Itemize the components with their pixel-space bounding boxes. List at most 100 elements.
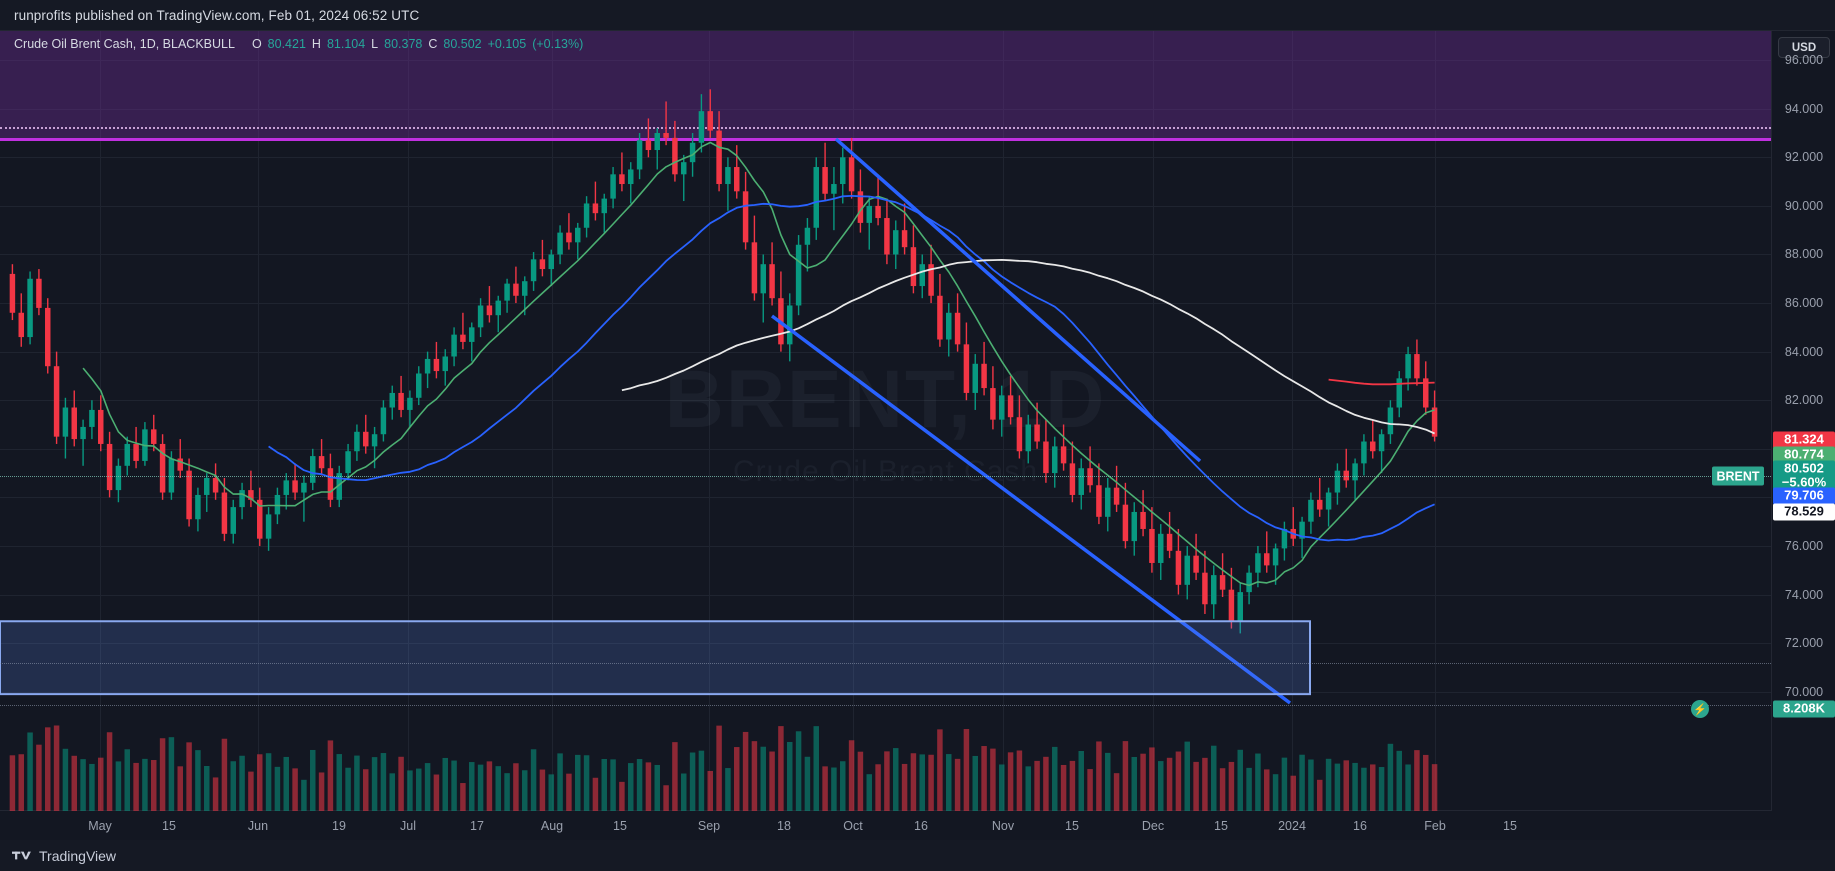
currency-unit-button[interactable]: USD [1778, 37, 1830, 58]
candle-body [1105, 487, 1111, 517]
candle-body [619, 174, 625, 185]
candle-body [636, 140, 643, 170]
volume-bar [504, 773, 510, 811]
accumulation-box[interactable] [0, 620, 1311, 696]
candle-body [1202, 572, 1208, 605]
candle-body [1158, 533, 1164, 563]
price-axis-tick: 90.000 [1784, 198, 1824, 213]
volume-bar [1272, 774, 1279, 811]
legend-low-value: 80.378 [384, 37, 423, 51]
candle-body [1052, 446, 1058, 474]
plot-area[interactable]: BRENT, 1D Crude Oil Brent Cash BRENT ⚡ [0, 31, 1771, 811]
candle-body [999, 395, 1005, 420]
candle-body [751, 242, 758, 294]
candle-body [283, 480, 289, 495]
volume-bar [1025, 766, 1031, 811]
candle-body [698, 111, 705, 143]
candle-body [1149, 528, 1155, 563]
volume-bar [557, 753, 563, 811]
volume-bar [115, 761, 122, 811]
volume-bar [301, 779, 307, 811]
candle-body [963, 344, 970, 393]
resistance-line [0, 138, 1771, 141]
downtrend-lower[interactable] [770, 314, 1292, 705]
candle-body [946, 312, 952, 340]
candle-body [1387, 407, 1394, 435]
candle-body [557, 232, 563, 255]
candle-body [884, 218, 890, 255]
volume-bar [1140, 753, 1146, 811]
downtrend-upper[interactable] [834, 137, 1202, 463]
gridline-horizontal [0, 205, 1771, 207]
candle-body [248, 490, 254, 500]
gridline-horizontal [0, 545, 1771, 547]
symbol-tag-brent[interactable]: BRENT [1712, 466, 1764, 486]
time-axis[interactable]: May 15 Jun 19 Jul 17 Aug 15 Sep 18 Oct 16 Nov 15 Dec 15… [0, 810, 1771, 840]
candle-body [760, 264, 766, 294]
ma-blue-badge: 79.706 [1773, 487, 1835, 505]
volume-bar [575, 754, 581, 811]
volume-bar [522, 770, 528, 811]
candle-body [1299, 521, 1305, 539]
candle-body [548, 254, 554, 270]
price-axis[interactable]: USD 96.000 94.000 92.000 90.000 88.000 86.000… [1771, 31, 1835, 811]
candle-body [804, 227, 811, 245]
price-axis-tick: 84.000 [1784, 344, 1824, 359]
candle-body [1325, 492, 1332, 510]
candle-body [787, 305, 793, 345]
volume-bar [27, 732, 33, 811]
chart-legend[interactable]: Crude Oil Brent Cash, 1D, BLACKBULL O 80.… [0, 31, 583, 57]
legend-low-key: L [371, 37, 379, 51]
candle-body [62, 407, 69, 437]
candle-body [504, 283, 510, 301]
volume-bar [654, 764, 660, 811]
volume-bar [89, 763, 95, 811]
publish-header: runprofits published on TradingView.com,… [0, 0, 1835, 30]
realtime-icon[interactable]: ⚡ [1691, 700, 1709, 718]
candle-body [875, 205, 881, 219]
volume-bar [831, 767, 837, 811]
candle-body [1246, 572, 1252, 593]
volume-bar [1131, 756, 1137, 811]
volume-bar [963, 729, 970, 811]
ma-blue-line [268, 195, 1435, 542]
time-axis-tick: 15 [1214, 819, 1228, 833]
legend-symbol[interactable]: Crude Oil Brent Cash, 1D, BLACKBULL [14, 37, 235, 51]
volume-bar [919, 754, 925, 811]
drawing-tools-canvas[interactable] [0, 31, 1771, 811]
volume-bar [363, 769, 369, 811]
candle-body [486, 305, 493, 316]
candle-body [424, 358, 431, 374]
candle-body [133, 443, 139, 461]
volume-bar [265, 753, 272, 811]
volume-bar [601, 758, 607, 811]
volume-dotted-line-2 [0, 705, 1771, 706]
candle-body [221, 492, 228, 534]
gridline-horizontal [0, 691, 1771, 693]
candle-body [1334, 470, 1341, 493]
ma-green-line [82, 141, 1435, 587]
candle-body [204, 477, 210, 495]
candle-body [628, 169, 634, 185]
volume-bar [442, 757, 448, 811]
volume-bar [9, 755, 16, 811]
candle-body [1396, 378, 1402, 408]
candle-body [848, 157, 855, 192]
volume-bar [1158, 761, 1164, 811]
volume-bar [212, 777, 219, 811]
gridline-vertical [1292, 31, 1293, 811]
volume-bar [106, 732, 113, 811]
candle-body [1237, 592, 1243, 622]
candle-body [292, 480, 298, 493]
gridline-horizontal [0, 108, 1771, 110]
legend-close-key: C [428, 37, 438, 51]
candle-body [1043, 441, 1049, 474]
candle-body [901, 230, 908, 248]
volume-bar [1387, 743, 1394, 811]
candle-body [1175, 550, 1182, 585]
candle-body [954, 312, 961, 345]
tradingview-brand: TradingView [39, 847, 117, 864]
volume-bar [1087, 769, 1093, 811]
volume-bar [1325, 758, 1332, 811]
candle-body [1228, 589, 1235, 622]
